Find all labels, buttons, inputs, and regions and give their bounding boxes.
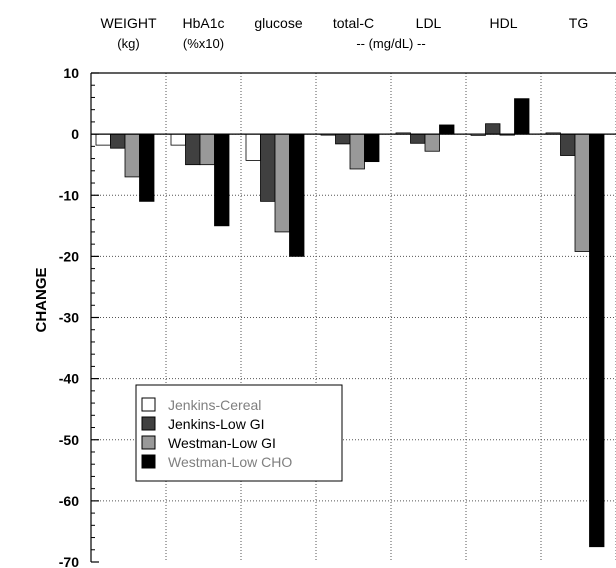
category-unit-label: (kg) (117, 36, 139, 51)
legend-label: Jenkins-Cereal (168, 397, 261, 413)
y-tick-labels: 10 0 -10 -20 -30 -40 -50 -60 -70 (59, 65, 79, 568)
bar-4-glucose (289, 133, 305, 257)
legend-label: Westman-Low CHO (168, 454, 292, 470)
legend-box (135, 384, 343, 482)
legend-swatch (141, 454, 156, 469)
y-tick-label: -50 (59, 432, 79, 448)
bar-4-ldl (439, 124, 455, 135)
y-tick-label: -30 (59, 310, 79, 326)
legend-label: Westman-Low GI (168, 435, 276, 451)
legend-label: Jenkins-Low GI (168, 416, 264, 432)
bar-2-tg (560, 133, 576, 156)
category-label: WEIGHT (101, 15, 157, 31)
bar-2-hdl (485, 123, 501, 135)
bar-3-weight (124, 133, 140, 178)
category-label: HDL (489, 15, 517, 31)
category-headers: WEIGHT (kg) HbA1c (%x10) glucose total-C LDL HD… (101, 15, 589, 51)
bar-4-tg (589, 133, 605, 548)
axes (90, 72, 616, 563)
y-tick-label: -10 (59, 187, 79, 203)
y-tick-label: -70 (59, 554, 79, 568)
bar-3-hba1c (199, 133, 215, 166)
bar-1-glucose (245, 133, 261, 161)
bar-3-total-c (349, 133, 365, 170)
category-label: LDL (416, 15, 442, 31)
y-tick-label: -60 (59, 493, 79, 509)
bar-3-tg (574, 133, 590, 252)
bar-4-hdl (514, 98, 530, 135)
y-tick-label: 0 (71, 126, 79, 142)
bar-2-ldl (410, 133, 426, 144)
y-axis-label: CHANGE (33, 267, 50, 332)
bar-2-glucose (260, 133, 276, 202)
bar-4-total-c (364, 133, 380, 163)
category-label: glucose (254, 15, 302, 31)
y-tick-label: -20 (59, 248, 79, 264)
bar-3-glucose (274, 133, 290, 233)
bar-2-hba1c (185, 133, 201, 166)
category-label: HbA1c (182, 15, 224, 31)
y-tick-label: 10 (63, 65, 79, 81)
legend-swatch (141, 435, 156, 450)
bar-1-weight (95, 133, 111, 146)
bar-4-hba1c (214, 133, 230, 227)
bars (95, 98, 605, 548)
category-label: total-C (333, 15, 374, 31)
shared-unit-label: -- (mg/dL) -- (356, 36, 425, 51)
bar-1-hba1c (170, 133, 186, 146)
legend-swatch (141, 416, 156, 431)
legend: Jenkins-Cereal Jenkins-Low GI Westman-Low … (135, 384, 343, 482)
bar-4-weight (139, 133, 155, 202)
category-unit-label: (%x10) (183, 36, 224, 51)
bar-3-ldl (424, 133, 440, 152)
category-label: TG (569, 15, 588, 31)
bar-2-weight (110, 133, 126, 149)
legend-swatch (141, 397, 156, 412)
y-tick-label: -40 (59, 371, 79, 387)
bar-2-total-c (335, 133, 351, 145)
